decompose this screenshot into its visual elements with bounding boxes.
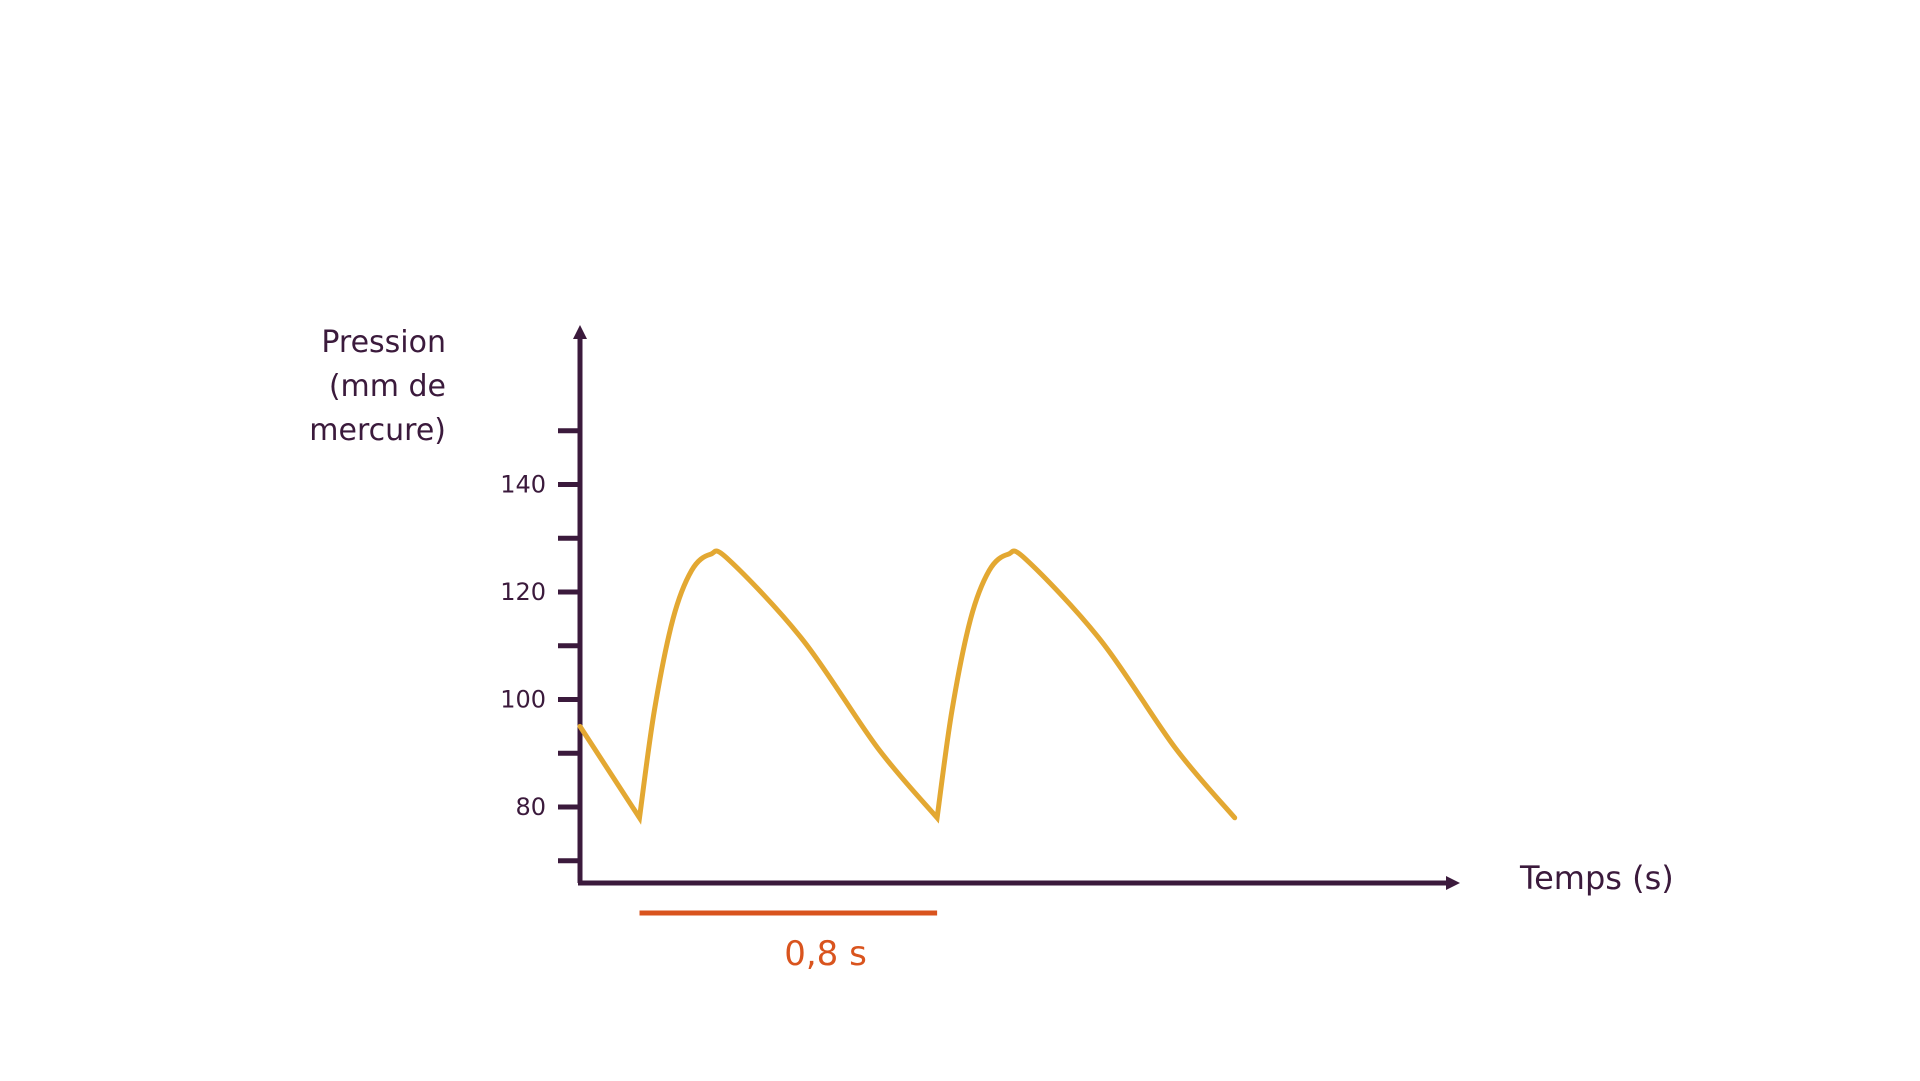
y-axis-ticks [558, 428, 580, 864]
period-label: 0,8 s [784, 934, 867, 974]
y-axis-label-line-3: mercure) [309, 413, 446, 448]
y-tick-label-140: 140 [500, 471, 546, 499]
y-tick-label-80: 80 [515, 793, 546, 821]
y-axis-label-line-2: (mm de [329, 369, 446, 404]
y-tick-label-100: 100 [500, 686, 546, 714]
x-axis-arrow [1446, 876, 1460, 890]
y-axis-arrow [573, 325, 587, 339]
x-axis-label: Temps (s) [1519, 859, 1674, 897]
y-axis-label-line-1: Pression [321, 325, 446, 360]
pressure-series-line [577, 548, 1238, 825]
y-tick-label-120: 120 [500, 578, 546, 606]
y-axis-tick-labels: 80 100 120 140 [500, 471, 546, 822]
